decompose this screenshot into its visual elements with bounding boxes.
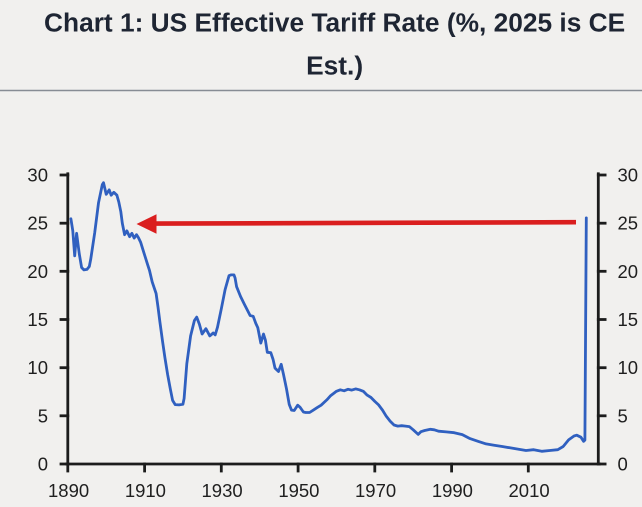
svg-text:Est.): Est.) xyxy=(306,51,363,81)
svg-text:0: 0 xyxy=(618,454,628,475)
svg-text:30: 30 xyxy=(618,165,639,186)
svg-text:30: 30 xyxy=(27,165,48,186)
svg-text:15: 15 xyxy=(27,309,48,330)
svg-text:20: 20 xyxy=(27,261,48,282)
svg-text:25: 25 xyxy=(618,213,639,234)
svg-text:20: 20 xyxy=(618,261,639,282)
svg-text:1990: 1990 xyxy=(432,480,473,501)
svg-text:0: 0 xyxy=(38,454,48,475)
svg-text:1890: 1890 xyxy=(48,480,89,501)
svg-text:25: 25 xyxy=(27,213,48,234)
svg-text:1930: 1930 xyxy=(202,480,243,501)
svg-text:10: 10 xyxy=(27,357,48,378)
svg-text:5: 5 xyxy=(38,405,48,426)
svg-text:1910: 1910 xyxy=(125,480,166,501)
svg-text:10: 10 xyxy=(618,357,639,378)
svg-text:2010: 2010 xyxy=(509,480,550,501)
svg-text:Chart 1: US Effective Tariff R: Chart 1: US Effective Tariff Rate (%, 20… xyxy=(44,8,625,38)
svg-text:15: 15 xyxy=(618,309,639,330)
svg-text:1970: 1970 xyxy=(355,480,396,501)
svg-text:5: 5 xyxy=(618,405,628,426)
svg-text:1950: 1950 xyxy=(278,480,319,501)
